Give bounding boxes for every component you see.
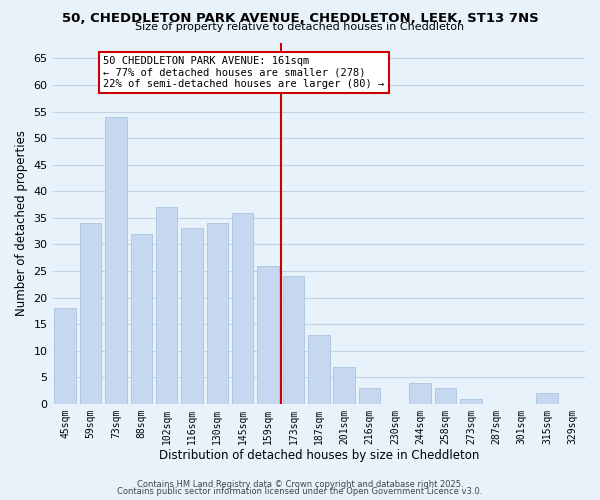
Y-axis label: Number of detached properties: Number of detached properties (15, 130, 28, 316)
Bar (359, 388, 380, 404)
Bar (156, 207, 178, 404)
Bar (536, 393, 558, 404)
Text: 50, CHEDDLETON PARK AVENUE, CHEDDLETON, LEEK, ST13 7NS: 50, CHEDDLETON PARK AVENUE, CHEDDLETON, … (62, 12, 538, 26)
Text: 50 CHEDDLETON PARK AVENUE: 161sqm
← 77% of detached houses are smaller (278)
22%: 50 CHEDDLETON PARK AVENUE: 161sqm ← 77% … (103, 56, 385, 89)
Text: Contains HM Land Registry data © Crown copyright and database right 2025.: Contains HM Land Registry data © Crown c… (137, 480, 463, 489)
Bar (257, 266, 279, 404)
Text: Size of property relative to detached houses in Cheddleton: Size of property relative to detached ho… (136, 22, 464, 32)
Text: Contains public sector information licensed under the Open Government Licence v3: Contains public sector information licen… (118, 488, 482, 496)
Bar (460, 398, 482, 404)
Bar (409, 382, 431, 404)
Bar (435, 388, 457, 404)
Bar (55, 308, 76, 404)
Bar (308, 335, 329, 404)
Bar (105, 117, 127, 404)
Bar (232, 212, 253, 404)
Bar (334, 366, 355, 404)
X-axis label: Distribution of detached houses by size in Cheddleton: Distribution of detached houses by size … (158, 450, 479, 462)
Bar (131, 234, 152, 404)
Bar (80, 223, 101, 404)
Bar (181, 228, 203, 404)
Bar (283, 276, 304, 404)
Bar (206, 223, 228, 404)
